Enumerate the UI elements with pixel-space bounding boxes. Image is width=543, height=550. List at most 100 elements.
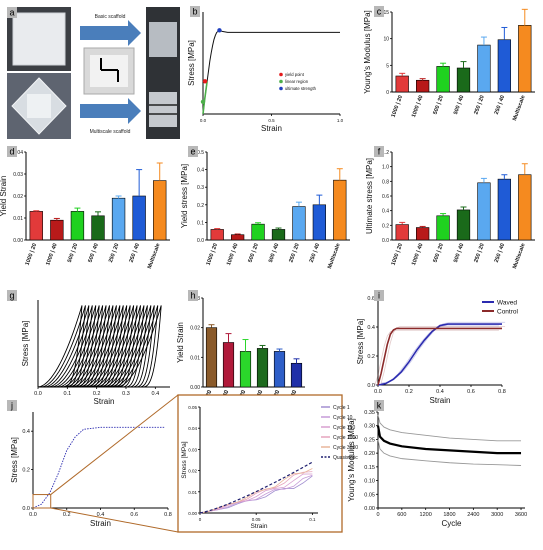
panel-f: 0.0 0.2 0.4 0.6 0.8 1.0 1.2 1000 | 20 1000 | 40 5…: [365, 150, 535, 270]
quasistatic-curve: [32, 426, 165, 509]
panel-label: i: [378, 291, 380, 301]
category-label: 250 | 20: [108, 243, 120, 264]
inset-series-line: [199, 471, 313, 514]
bar: [312, 204, 326, 241]
category-label: 1000 | 40: [45, 243, 58, 267]
panel-label: k: [377, 401, 382, 411]
y-tick-label: 0.03: [13, 172, 23, 178]
panel-k: 0 600 1200 1800 2400 3000 3600 0.00 0.05 0.10 0.15…: [347, 410, 527, 528]
y-tick-label: 0.2: [382, 223, 389, 229]
y-tick-label: 0.6: [367, 296, 375, 302]
y-tick-label: 5: [386, 63, 389, 69]
category-label: 1000 | 40: [411, 243, 424, 267]
x-axis-title: Cycle: [441, 519, 462, 528]
category-label: 500 | 40: [268, 243, 280, 264]
y-tick-label: 0.02: [13, 194, 23, 200]
clamped-multiscale-specimen: [149, 92, 177, 127]
category-label: 1000 | 40: [226, 243, 239, 267]
panel-label-box: [7, 290, 17, 301]
legend-label: Control: [497, 309, 519, 316]
y-tick-label: 0.0: [382, 238, 389, 244]
inset-legend-label: Cycle 1000: [333, 435, 358, 441]
panel-a: Basic scaffold Multiscale scaffold: [7, 7, 180, 139]
bar: [518, 25, 532, 93]
inset-series-line: [199, 461, 313, 514]
series-line: [377, 323, 502, 386]
bar: [231, 234, 245, 241]
y-tick-label: 0.00: [188, 511, 197, 516]
category-label: 1000 | 20: [391, 243, 404, 267]
y-tick-label: 0.04: [188, 426, 197, 431]
basic-scaffold-label: Basic scaffold: [95, 14, 126, 20]
x-tick-label: 0.5: [268, 118, 275, 123]
x-tick-label: 600: [397, 512, 406, 518]
y-tick-label: 0.4: [197, 168, 204, 174]
stress-strain-curve: [202, 29, 340, 115]
panel-c: 0 5 10 15 1000 | 20 1000 | 40 500 | 20 500 | 40…: [363, 8, 535, 122]
bar: [210, 229, 224, 241]
y-tick-label: 0.4: [22, 429, 30, 435]
multiscale-scaffold-arrow: [80, 98, 141, 124]
y-axis-title: Stress [MPa]: [181, 441, 188, 478]
x-tick-label: 0.1: [64, 391, 72, 397]
loading-cycle-loop: [96, 305, 141, 388]
y-tick-label: 0.20: [364, 451, 375, 457]
panel-label-box: [7, 400, 17, 411]
y-tick-label: 0.6: [382, 194, 389, 200]
category-label: 250 | 40: [494, 243, 506, 264]
panel-e: 0.0 0.1 0.2 0.3 0.4 0.5 1000 | 20 1000 | 40 500 …: [180, 150, 350, 270]
y-tick-label: 1.2: [382, 150, 389, 156]
category-label: 1000 | 20: [206, 243, 219, 267]
clamped-basic-specimen: [149, 22, 177, 57]
x-tick-label: 0.4: [152, 391, 160, 397]
x-tick-label: 0.6: [130, 512, 138, 518]
basic-scaffold-arrow: [80, 20, 141, 46]
x-tick-label: 0.4: [436, 389, 444, 395]
zoom-connector: [50, 507, 179, 533]
category-label: 250 | 40: [309, 243, 321, 264]
y-tick-label: 0.00: [364, 506, 375, 512]
y-axis-title: Yield Strain: [0, 176, 8, 217]
x-tick-label: 0.05: [252, 517, 261, 522]
y-tick-label: 0.05: [188, 405, 197, 410]
panel-label: g: [9, 291, 14, 301]
x-tick-label: 0.0: [29, 512, 37, 518]
x-tick-label: 0.0: [374, 389, 382, 395]
loading-cycle-loop: [103, 305, 148, 388]
legend-label: yield point: [285, 72, 305, 77]
inset-frame: [177, 394, 343, 533]
panel-g: 0.0 0.1 0.2 0.3 0.4 Stress [MPa] Strain: [21, 300, 170, 406]
y-tick-label: 0.01: [13, 216, 23, 222]
panel-label-box: [7, 146, 17, 157]
category-label: 250 | 40: [494, 95, 506, 116]
y-tick-label: 0.2: [367, 354, 375, 360]
y-tick-label: 0.3: [197, 185, 204, 191]
bar: [153, 180, 167, 241]
panel-i: 0.0 0.2 0.4 0.6 0.8 0.0 0.2 0.4 0.6 Waved Control S…: [356, 296, 519, 405]
category-label: Multiscale: [512, 243, 527, 270]
x-tick-label: 0.6: [467, 389, 475, 395]
y-tick-label: 0.0: [22, 506, 30, 512]
loading-cycle-loop: [117, 305, 162, 388]
y-tick-label: 0.2: [197, 203, 204, 209]
series-sd-band: [374, 329, 499, 386]
bar: [497, 39, 511, 93]
bar: [456, 209, 471, 241]
x-tick-label: 0.2: [63, 512, 71, 518]
inset-legend-label: Cycle 10: [333, 415, 353, 421]
inset-series-line: [199, 473, 313, 514]
category-label: 1000 | 40: [411, 95, 424, 119]
y-axis-title: Stress [MPa]: [356, 319, 365, 365]
category-label: Multiscale: [327, 243, 342, 270]
bar: [456, 67, 471, 93]
y-tick-label: 0.0: [367, 383, 375, 389]
bar: [111, 197, 126, 241]
inset-legend-label: Quasistatic: [333, 455, 358, 461]
panel-label: f: [378, 147, 381, 157]
panel-label: b: [192, 7, 197, 17]
y-axis-title: Stress [MPa]: [187, 40, 196, 86]
panel-label: e: [190, 147, 195, 157]
x-axis-title: Strain: [430, 396, 451, 405]
zoom-connector: [50, 394, 179, 495]
